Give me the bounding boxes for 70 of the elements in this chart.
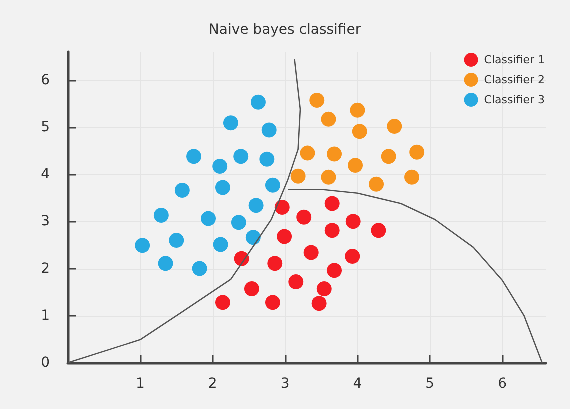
y-tick-label: 0 (41, 355, 50, 371)
y-tick-label: 6 (41, 72, 50, 88)
point (212, 159, 228, 174)
point (288, 274, 304, 290)
point (268, 256, 283, 272)
point (381, 149, 396, 164)
point (216, 295, 230, 310)
point (174, 183, 190, 198)
legend-label: Classifier 3 (484, 94, 546, 106)
x-tick-label: 4 (353, 376, 362, 392)
point (350, 102, 366, 118)
y-tick-label: 5 (41, 119, 50, 136)
point (296, 210, 312, 225)
legend-label: Classifier 1 (484, 54, 546, 66)
point (410, 144, 425, 160)
chart-title: Naive bayes classifier (208, 22, 362, 38)
point (250, 94, 266, 110)
point (404, 170, 420, 185)
point (246, 230, 261, 246)
line-series (67, 58, 302, 364)
point (201, 211, 216, 226)
point (300, 146, 316, 161)
point (265, 295, 280, 310)
point (371, 223, 386, 238)
point (352, 124, 368, 140)
point (304, 245, 319, 260)
point (154, 208, 169, 224)
point (234, 149, 249, 164)
point (327, 263, 342, 278)
point (321, 112, 336, 127)
point (192, 261, 208, 276)
x-tick-label: 3 (280, 376, 290, 392)
point (244, 282, 260, 297)
point (223, 116, 238, 131)
legend-label: Classifier 2 (484, 74, 546, 86)
point (260, 152, 275, 167)
x-tick-label: 2 (208, 376, 218, 392)
x-tick-label: 6 (498, 376, 508, 392)
point (369, 176, 384, 192)
point (316, 282, 332, 297)
point (387, 118, 402, 134)
point (186, 149, 202, 164)
y-tick-label: 1 (41, 308, 50, 324)
x-tick-label: 5 (426, 376, 435, 392)
y-tick-label: 2 (41, 260, 50, 277)
point (312, 296, 327, 312)
point (231, 215, 246, 230)
point (327, 146, 342, 162)
y-tick-label: 3 (41, 214, 50, 230)
point (213, 237, 228, 252)
point (346, 214, 361, 230)
point (262, 122, 277, 138)
point (158, 256, 174, 272)
point (324, 223, 340, 238)
point (216, 180, 230, 196)
point (248, 198, 264, 214)
point (135, 238, 150, 254)
point (310, 93, 325, 108)
point (274, 200, 290, 215)
point (324, 196, 340, 212)
line-series (288, 188, 544, 364)
x-tick-label: 1 (136, 376, 145, 392)
point (169, 232, 184, 248)
point (348, 158, 364, 174)
point (345, 249, 360, 264)
point (265, 178, 280, 193)
y-tick-label: 4 (41, 166, 50, 183)
point (277, 229, 292, 244)
point (321, 170, 336, 185)
point (290, 168, 306, 184)
